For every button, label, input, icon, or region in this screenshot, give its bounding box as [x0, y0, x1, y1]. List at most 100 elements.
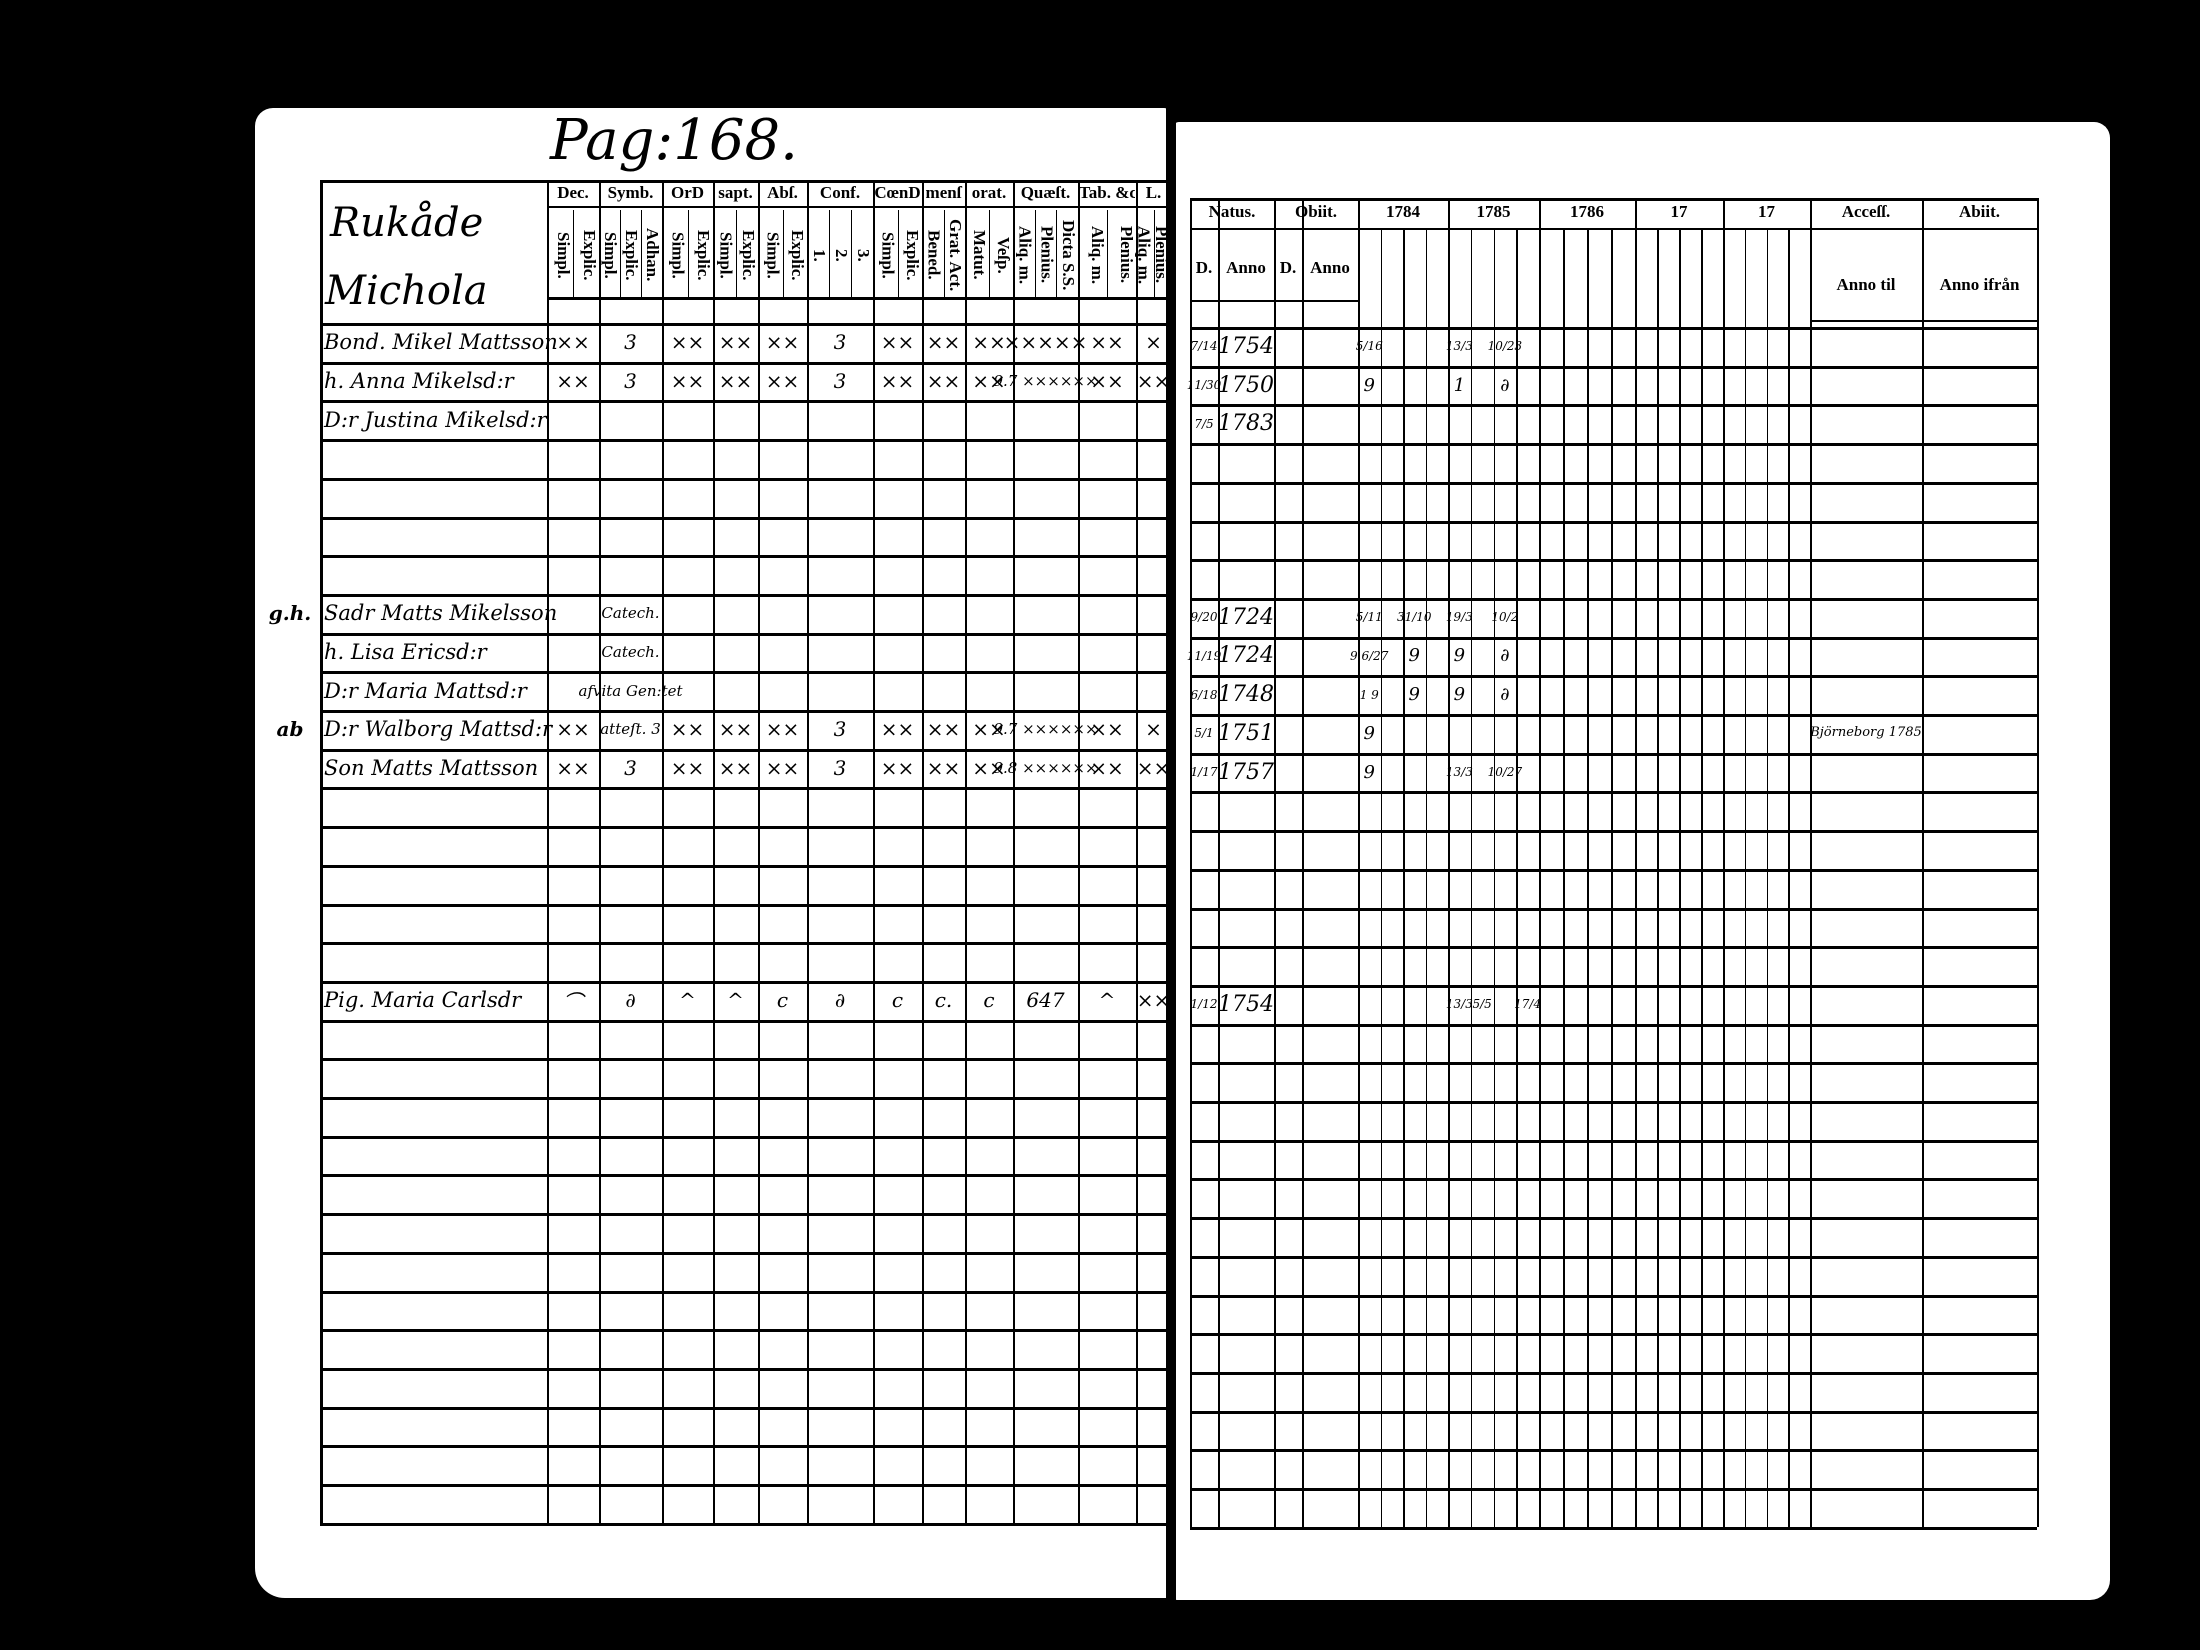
year-mark: 10/27: [1487, 765, 1523, 780]
exam-mark: ××: [972, 756, 1006, 781]
row-rule: [320, 1097, 1171, 1100]
obiit-header: Obiit.: [1294, 202, 1338, 221]
row-rule: [1190, 1062, 2037, 1066]
column-rule: [1136, 180, 1138, 1523]
row-rule: [320, 1213, 1171, 1217]
group-rule: [547, 206, 1171, 208]
birth-year: 1751: [1218, 720, 1274, 746]
year-mark: 1: [1453, 374, 1466, 396]
column-rule: [662, 180, 664, 1523]
exam-mark: ^: [679, 988, 696, 1013]
row-rule: [1190, 1255, 2037, 1259]
row-rule: [320, 1135, 1171, 1139]
exam-mark: ××: [880, 369, 915, 394]
exam-mark: ××: [880, 330, 915, 355]
birth-day: 9/20: [1190, 610, 1218, 625]
row-rule: [1190, 443, 2037, 447]
row-rule: [320, 439, 1171, 443]
exam-mark: afvita Gen:tet: [578, 681, 683, 700]
row-rule: [320, 323, 1171, 326]
header-bottom-rule: [547, 297, 1171, 300]
subcolumn-rule: [943, 210, 945, 298]
person-name: Pig. Maria Carlsdr: [324, 988, 522, 1013]
year-mark: 31/10: [1396, 610, 1432, 625]
year-mark: 9 6/27: [1350, 648, 1389, 663]
exam-mark: ××: [926, 756, 961, 781]
year-mark: 17/4: [1514, 997, 1542, 1012]
exam-mark: ×: [1145, 717, 1162, 742]
exam-mark: 9.7 ××××××: [993, 720, 1098, 739]
column-rule: [807, 180, 809, 1523]
exam-mark: ××: [1136, 369, 1171, 394]
year-header: 17: [1758, 202, 1775, 221]
person-name: Bond. Mikel Mattsson: [324, 330, 558, 355]
row-rule: [1190, 1023, 2037, 1027]
year-mark: 9: [1453, 645, 1466, 667]
exam-mark: atteſt. 3: [600, 720, 661, 739]
column-sublabel: Veſp.: [994, 236, 1013, 274]
row-rule: [320, 980, 1171, 984]
column-group-1: Dec.: [557, 183, 589, 202]
year-mark: 19/3: [1445, 610, 1473, 625]
exam-mark: ××: [972, 717, 1006, 742]
column-sublabel: Explic.: [788, 229, 807, 281]
exam-mark: ××: [1136, 988, 1171, 1013]
abiit-sub-header: Anno ifrån: [1939, 275, 2020, 294]
year-header: 1785: [1476, 202, 1511, 221]
row-rule: [1190, 791, 2037, 795]
row-rule: [320, 1019, 1171, 1023]
subcolumn-rule: [687, 210, 689, 298]
column-rule: [547, 180, 549, 1523]
birth-year: 1724: [1218, 604, 1274, 630]
column-rule: [1171, 180, 1173, 1523]
exam-mark: c: [891, 988, 904, 1013]
column-sublabel: Simpl.: [878, 231, 898, 279]
column-group-4: sapt.: [718, 183, 753, 202]
subcolumn-rule: [1425, 228, 1427, 1527]
row-rule: [1190, 714, 2037, 717]
column-group-7: CœnD: [874, 183, 921, 202]
exam-mark: 9.7 ××××××: [993, 372, 1098, 391]
column-sublabel: Simpl.: [763, 231, 783, 279]
column-sublabel: Aliq. m.: [1134, 225, 1154, 285]
subcolumn-rule: [897, 210, 899, 298]
column-rule: [1078, 180, 1080, 1523]
column-group-8: menſ: [925, 183, 962, 202]
subcolumn-rule: [1657, 228, 1659, 1527]
column-rule: [1448, 198, 1450, 1527]
year-mark: 9: [1363, 374, 1375, 396]
row-rule: [320, 632, 1171, 636]
exam-mark: ××: [972, 330, 1006, 355]
subcolumn-rule: [620, 210, 621, 298]
exam-mark: c: [983, 988, 995, 1013]
exam-mark: Catech.: [601, 642, 660, 661]
exam-mark: ××: [765, 369, 800, 394]
exam-mark: ××: [880, 717, 915, 742]
column-rule: [713, 180, 715, 1523]
column-rule: [320, 180, 323, 1523]
subcolumn-rule: [735, 210, 737, 298]
birth-year: 1783: [1218, 411, 1274, 437]
exam-mark: ××: [556, 330, 590, 355]
row-rule: [320, 1290, 1171, 1294]
row-rule: [320, 1522, 1171, 1526]
natus-year-header: Anno: [1226, 258, 1266, 277]
exam-mark: ××: [765, 330, 800, 355]
column-sublabel: 2.: [832, 248, 851, 262]
column-rule: [965, 180, 967, 1523]
row-rule: [320, 710, 1171, 713]
row-rule: [1190, 907, 2037, 911]
row-rule: [320, 1329, 1171, 1333]
row-rule: [320, 516, 1171, 520]
row-rule: [320, 903, 1171, 907]
row-rule: [1190, 830, 2037, 834]
exam-mark: 647: [1026, 988, 1065, 1013]
column-sublabel: Simpl.: [668, 231, 688, 279]
birth-day: 6/18: [1190, 687, 1218, 702]
row-rule: [1190, 520, 2037, 524]
column-group-5: Abſ.: [767, 183, 798, 202]
exam-mark: c.: [934, 988, 953, 1013]
natus-header: Natus.: [1208, 202, 1256, 221]
subcolumn-rule: [1766, 228, 1768, 1527]
subcolumn-rule: [1788, 228, 1790, 1527]
